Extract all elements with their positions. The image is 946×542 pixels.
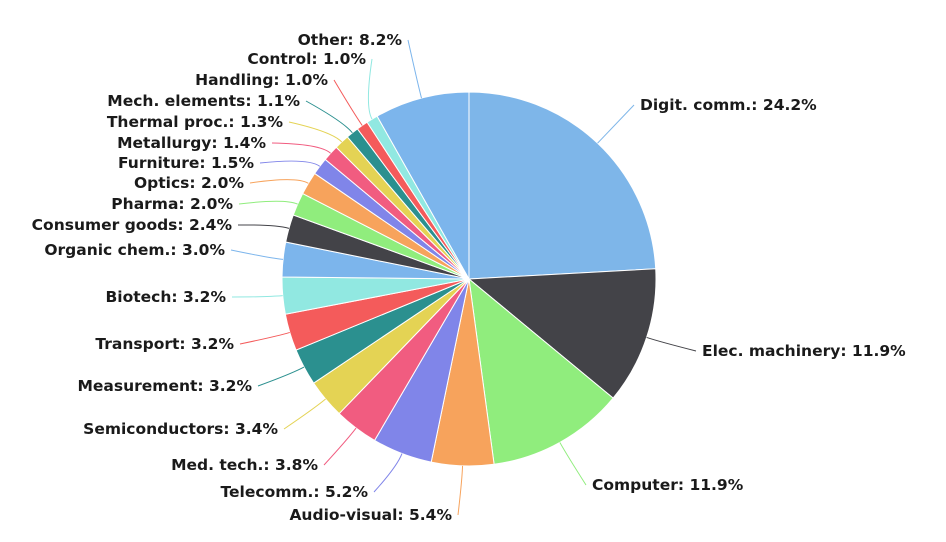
- slice-label-other: Other: 8.2%: [298, 31, 403, 49]
- pie-slice-computer: [468, 277, 614, 465]
- leader-line-transport: [239, 331, 290, 345]
- leader-line-metallurgy: [271, 142, 331, 154]
- slice-label-handling: Handling: 1.0%: [195, 71, 328, 89]
- leader-line-control: [367, 58, 373, 120]
- slice-label-mech-elements: Mech. elements: 1.1%: [107, 92, 300, 110]
- slice-label-pharma: Pharma: 2.0%: [111, 195, 233, 213]
- leader-line-semiconductors: [283, 398, 326, 430]
- leader-line-med-tech: [323, 427, 357, 466]
- pie-slice-digit-comm: [468, 91, 657, 280]
- leader-line-pharma: [238, 200, 298, 205]
- slice-label-computer: Computer: 11.9%: [592, 476, 744, 494]
- leader-line-telecomm: [373, 453, 403, 493]
- pie-leader-lines: [230, 39, 697, 516]
- slice-label-biotech: Biotech: 3.2%: [105, 288, 226, 306]
- slice-label-measurement: Measurement: 3.2%: [77, 377, 252, 395]
- slice-label-elec-machinery: Elec. machinery: 11.9%: [702, 342, 906, 360]
- slice-label-digit-comm: Digit. comm.: 24.2%: [640, 96, 817, 114]
- leader-line-elec-machinery: [646, 336, 697, 352]
- slice-label-furniture: Furniture: 1.5%: [118, 154, 254, 172]
- pie-slice-elec-machinery: [467, 268, 657, 399]
- slice-label-semiconductors: Semiconductors: 3.4%: [83, 420, 278, 438]
- slice-label-control: Control: 1.0%: [247, 50, 366, 68]
- slice-label-consumer-goods: Consumer goods: 2.4%: [32, 216, 233, 234]
- slice-label-med-tech: Med. tech.: 3.8%: [171, 456, 318, 474]
- slice-label-optics: Optics: 2.0%: [134, 174, 244, 192]
- slice-label-transport: Transport: 3.2%: [95, 335, 234, 353]
- pie-labels: Digit. comm.: 24.2% Elec. machinery: 11.9…: [32, 31, 906, 524]
- slice-label-audio-visual: Audio-visual: 5.4%: [289, 506, 452, 524]
- leader-line-audio-visual: [457, 465, 464, 516]
- pie-slices: [281, 91, 657, 467]
- leader-line-computer: [559, 442, 587, 486]
- leader-line-measurement: [257, 366, 305, 387]
- slice-label-telecomm: Telecomm.: 5.2%: [221, 483, 369, 501]
- leader-line-mech-elements: [305, 100, 353, 134]
- leader-line-optics: [249, 179, 309, 184]
- leader-line-thermal-proc: [288, 121, 343, 143]
- leader-line-biotech: [231, 295, 283, 298]
- leader-line-furniture: [259, 160, 321, 167]
- leader-line-consumer-goods: [237, 224, 290, 229]
- slice-label-organic-chem: Organic chem.: 3.0%: [44, 241, 225, 259]
- leader-line-other: [407, 39, 422, 99]
- pie-slice-other: [376, 91, 470, 281]
- leader-line-digit-comm: [597, 104, 635, 144]
- slice-label-metallurgy: Metallurgy: 1.4%: [117, 134, 266, 152]
- leader-line-handling: [333, 79, 363, 126]
- slice-label-thermal-proc: Thermal proc.: 1.3%: [107, 113, 284, 131]
- leader-line-organic-chem: [230, 249, 284, 260]
